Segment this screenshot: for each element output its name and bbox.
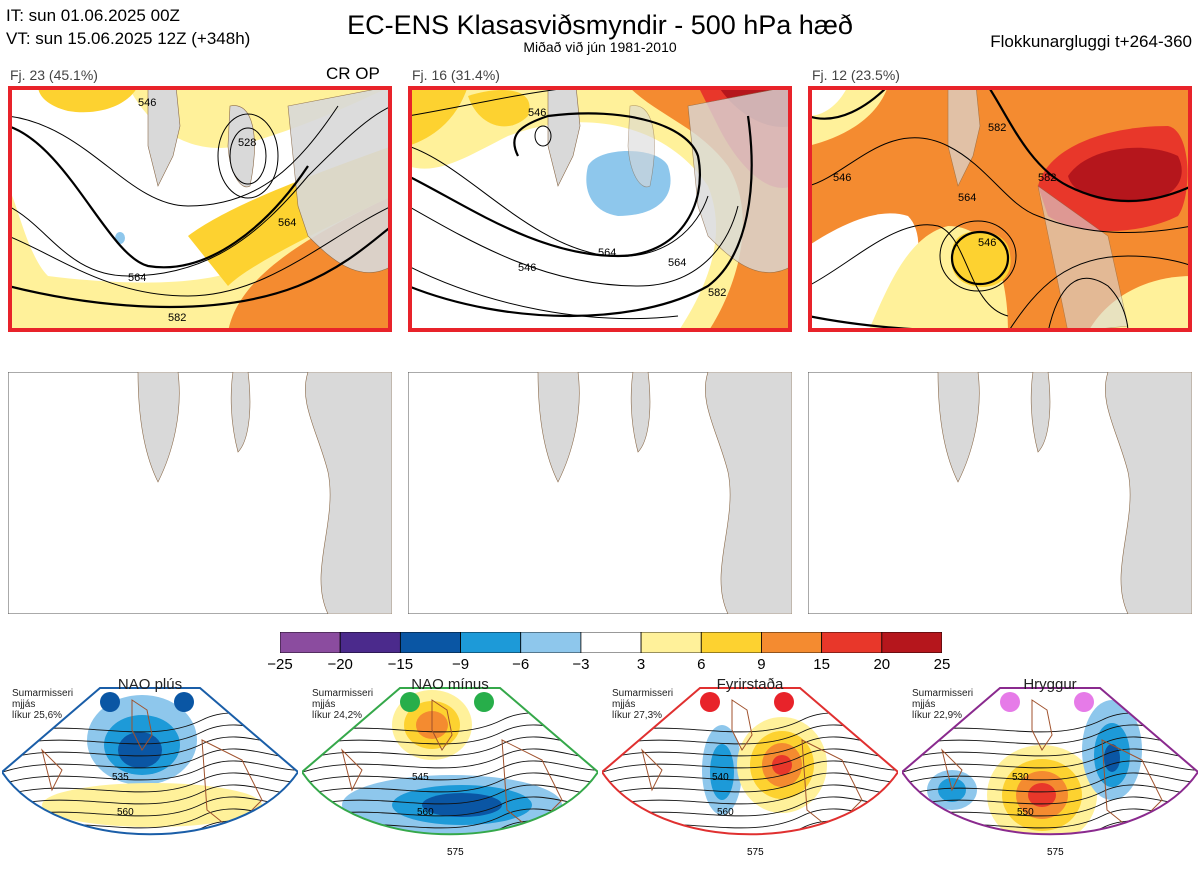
regime-contour-label: 535 <box>112 772 129 783</box>
regime-contour-label: 540 <box>712 772 729 783</box>
classification-window: Flokkunargluggi t+264-360 <box>990 32 1192 51</box>
regime-info-line: mjjás <box>312 699 336 710</box>
cluster-1-map[interactable]: 564 582 528 546 564 <box>8 86 392 332</box>
regime-contour-label: 550 <box>1017 807 1034 818</box>
colorbar-tick-label: −15 <box>387 656 414 673</box>
regime-info-line: Sumarmisseri <box>312 688 374 699</box>
regime-marker-dot <box>100 692 120 712</box>
regime-contour-label: 560 <box>117 807 134 818</box>
cluster-2-label: Fj. 16 (31.4%) <box>412 67 500 83</box>
regime-marker-dot <box>774 692 794 712</box>
cluster-3-contour-label: 582 <box>988 122 1006 134</box>
colorbar-tick-label: −3 <box>572 656 590 673</box>
regime-marker-dot <box>400 692 420 712</box>
regime-marker-dot <box>174 692 194 712</box>
regime-info-line: Sumarmisseri <box>912 688 974 699</box>
regime-contour-label: 545 <box>412 772 429 783</box>
colorbar-tick-label: 9 <box>757 656 766 673</box>
cluster-3-contour-label: 582 <box>1038 172 1056 184</box>
cluster-1-contour-label: 582 <box>168 312 186 324</box>
regime-info-line: mjjás <box>12 699 36 710</box>
cluster-1-contour-label: 528 <box>238 137 256 149</box>
colorbar-tick-label: −20 <box>327 656 353 673</box>
colorbar-tick-label: 25 <box>933 656 951 673</box>
regime-info-line: líkur 22,9% <box>912 710 963 721</box>
regime-title: Fyrirstaða <box>716 676 784 693</box>
colorbar-segment <box>520 631 582 654</box>
regime-title: NAO mínus <box>411 676 489 693</box>
cluster-1-contour-label: 564 <box>278 217 296 229</box>
regime-info: Sumarmisseri mjjás líkur 25,6% <box>12 688 73 721</box>
empty-map-2 <box>408 372 792 614</box>
cluster-1-label: Fj. 23 (45.1%) <box>10 67 98 83</box>
regime-contour-label: 575 <box>447 847 464 858</box>
regime-contour-label: 530 <box>1012 772 1029 783</box>
cluster-2-contour-label: 582 <box>708 287 726 299</box>
empty-map-1 <box>8 372 392 614</box>
colorbar-segment <box>700 631 762 654</box>
colorbar-segment <box>881 631 943 654</box>
valid-time: VT: sun 15.06.2025 12Z (+348h) <box>6 29 251 48</box>
colorbar-tick-label: 6 <box>697 656 706 673</box>
cluster-2-map[interactable]: 546 564 546 564 582 <box>408 86 792 332</box>
regime-info-line: mjjás <box>912 699 936 710</box>
regime-panel[interactable]: 535 560 NAO plús Sumarmisseri mjjás líkur 25,… <box>2 676 302 870</box>
header-times: IT: sun 01.06.2025 00Z VT: sun 15.06.202… <box>6 4 250 50</box>
colorbar-segment <box>279 631 341 654</box>
regime-title: Hryggur <box>1023 676 1077 693</box>
regime-info-line: mjjás <box>612 699 636 710</box>
regime-marker-dot <box>474 692 494 712</box>
regime-contour-label: 560 <box>717 807 734 818</box>
colorbar-tick-label: 15 <box>813 656 830 673</box>
colorbar-segment <box>339 631 401 654</box>
colorbar-tick-label: −9 <box>451 656 470 673</box>
regime-info-line: Sumarmisseri <box>612 688 674 699</box>
regime-panel[interactable]: 530 550 575 Hryggur Sumarmisseri mjjás líkur 2… <box>902 676 1200 870</box>
cluster-3-map[interactable]: 546 564 582 582 546 <box>808 86 1192 332</box>
cluster-3-label: Fj. 12 (23.5%) <box>812 67 900 83</box>
empty-map-3 <box>808 372 1192 614</box>
colorbar-tick-label: −6 <box>512 656 530 673</box>
cluster-2-contour-label: 564 <box>598 247 616 259</box>
regime-marker-dot <box>700 692 720 712</box>
regime-panel[interactable]: 545 560 575 NAO mínus Sumarmisseri mjjás líkur… <box>302 676 602 870</box>
regime-panel[interactable]: 540 560 575 Fyrirstaða Sumarmisseri mjjás líku… <box>602 676 902 870</box>
regime-marker-dot <box>1000 692 1020 712</box>
page-subtitle: Miðað við jún 1981-2010 <box>523 39 677 55</box>
cluster-3-contour-label: 564 <box>958 192 976 204</box>
regime-info-line: líkur 25,6% <box>12 710 63 721</box>
regime-marker-dot <box>1074 692 1094 712</box>
cluster-2-contour-label: 564 <box>668 257 686 269</box>
colorbar-segment <box>821 631 883 654</box>
cluster-1-contour-label: 546 <box>138 97 156 109</box>
regime-contour-label: 560 <box>417 807 434 818</box>
regime-info: Sumarmisseri mjjás líkur 24,2% <box>312 688 373 721</box>
regime-info: Sumarmisseri mjjás líkur 27,3% <box>612 688 673 721</box>
regime-title: NAO plús <box>117 676 183 693</box>
page-title: EC-ENS Klasasviðsmyndir - 500 hPa hæð <box>347 10 853 40</box>
cluster-3-contour-label: 546 <box>978 237 996 249</box>
cluster-2-contour-label: 546 <box>528 107 546 119</box>
cluster-2-contour-label: 546 <box>518 262 536 274</box>
regime-info-line: Sumarmisseri <box>12 688 74 699</box>
colorbar-tick-label: −25 <box>267 656 293 673</box>
regime-info: Sumarmisseri mjjás líkur 22,9% <box>912 688 973 721</box>
colorbar <box>279 631 943 654</box>
colorbar-segment <box>580 631 642 654</box>
regime-contour-label: 575 <box>747 847 764 858</box>
cluster-1-tag: CR OP <box>326 64 380 83</box>
cluster-1-contour-label: 564 <box>128 272 146 284</box>
colorbar-segment <box>640 631 702 654</box>
colorbar-segment <box>761 631 823 654</box>
regime-info-line: líkur 24,2% <box>312 710 363 721</box>
colorbar-segment <box>399 631 461 654</box>
regime-info-line: líkur 27,3% <box>612 710 663 721</box>
colorbar-tick-label: 3 <box>636 656 646 673</box>
colorbar-segment <box>460 631 522 654</box>
initial-time: IT: sun 01.06.2025 00Z <box>6 6 180 25</box>
cluster-3-contour-label: 546 <box>833 172 851 184</box>
colorbar-tick-label: 20 <box>873 656 891 673</box>
regime-contour-label: 575 <box>1047 847 1064 858</box>
